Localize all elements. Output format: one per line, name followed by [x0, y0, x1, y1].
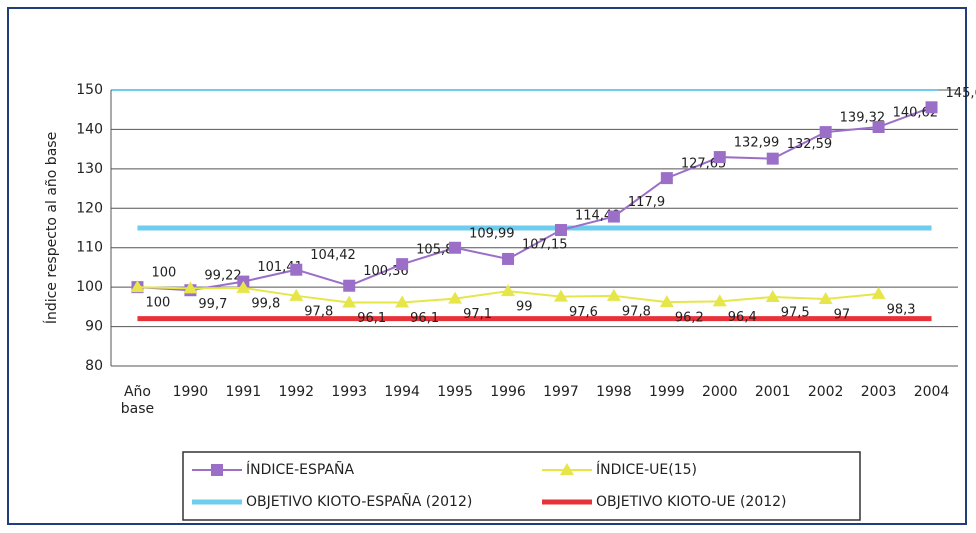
- legend-label: OBJETIVO KIOTO-UE (2012): [596, 494, 787, 510]
- marker: [554, 224, 567, 237]
- data-label: 99: [516, 300, 533, 315]
- marker: [289, 288, 304, 301]
- data-label: 132,59: [787, 137, 833, 152]
- marker: [660, 172, 673, 185]
- data-label: 117,9: [628, 195, 665, 210]
- series-line: [137, 106, 932, 292]
- legend-label: ÍNDICE-ESPAÑA: [246, 461, 355, 478]
- marker: [183, 281, 198, 294]
- x-tick-label: 2002: [807, 384, 844, 400]
- data-label: 99,7: [198, 297, 227, 312]
- data-label: 97,8: [304, 304, 333, 319]
- x-tick-label: 1991: [225, 384, 262, 400]
- marker: [606, 288, 621, 301]
- marker: [819, 126, 832, 139]
- marker: [395, 295, 410, 308]
- y-tick-label: 120: [76, 200, 103, 216]
- marker: [342, 295, 357, 308]
- marker: [872, 120, 885, 133]
- y-tick-label: 140: [76, 121, 103, 137]
- data-label: 97,5: [781, 306, 810, 321]
- x-tick-label: 1992: [278, 384, 315, 400]
- marker: [713, 151, 726, 164]
- x-tick-label: 1993: [331, 384, 368, 400]
- y-tick-label: 110: [76, 240, 103, 256]
- x-tick-label: 1995: [437, 384, 473, 400]
- data-label: 96,1: [410, 311, 439, 326]
- y-tick-label: 130: [76, 161, 103, 177]
- data-label: 107,15: [522, 237, 568, 252]
- x-tick-label: 1990: [172, 384, 209, 400]
- marker: [501, 284, 516, 297]
- y-tick-label: 100: [76, 279, 103, 295]
- marker: [712, 294, 727, 307]
- marker: [871, 286, 886, 299]
- data-label: 98,3: [887, 302, 916, 317]
- data-label: 99,8: [251, 296, 280, 311]
- marker: [449, 241, 462, 254]
- data-label: 97,8: [622, 304, 651, 319]
- marker: [765, 290, 780, 302]
- x-tick-label: 1996: [490, 384, 526, 400]
- legend-box: [182, 451, 861, 521]
- data-label: 132,99: [734, 136, 780, 151]
- x-tick-label: 1997: [543, 384, 579, 400]
- x-tick-label: Año base: [120, 384, 155, 417]
- data-label: 96,2: [675, 311, 704, 326]
- data-label: 96,1: [357, 311, 386, 326]
- marker: [236, 280, 251, 293]
- data-label: 97: [834, 307, 851, 322]
- x-tick-label: 2001: [754, 384, 791, 400]
- marker: [502, 252, 515, 265]
- legend-marker: [560, 463, 574, 475]
- y-axis-label: Índice respecto al año base: [43, 132, 60, 324]
- marker: [290, 263, 303, 276]
- marker: [130, 280, 145, 293]
- x-tick-label: 2003: [860, 384, 897, 400]
- x-tick-label: 1994: [384, 384, 420, 400]
- x-tick-label: 2004: [913, 384, 950, 400]
- frame: [7, 7, 967, 525]
- data-label: 96,4: [728, 310, 757, 325]
- marker: [818, 291, 833, 304]
- data-label: 97,1: [463, 307, 492, 322]
- x-tick-label: 1999: [649, 384, 685, 400]
- data-label: 100: [145, 296, 170, 311]
- data-label: 109,99: [469, 226, 515, 241]
- marker: [448, 291, 463, 304]
- x-tick-label: 1998: [596, 384, 632, 400]
- marker: [766, 152, 779, 165]
- y-tick-label: 150: [76, 82, 103, 98]
- marker: [925, 101, 938, 114]
- legend-marker: [211, 464, 223, 476]
- data-label: 100: [151, 266, 176, 281]
- x-tick-label: 2000: [701, 384, 738, 400]
- marker: [396, 258, 409, 271]
- legend-label: ÍNDICE-UE(15): [596, 461, 697, 478]
- marker: [659, 295, 674, 308]
- data-label: 99,22: [204, 269, 241, 284]
- data-label: 104,42: [310, 248, 356, 263]
- marker: [553, 289, 568, 302]
- data-label: 145,61: [946, 86, 976, 101]
- legend-label: OBJETIVO KIOTO-ESPAÑA (2012): [246, 493, 472, 510]
- marker: [607, 210, 620, 223]
- y-tick-label: 90: [85, 319, 103, 335]
- y-tick-label: 80: [85, 358, 103, 374]
- marker: [343, 279, 356, 292]
- data-label: 97,6: [569, 305, 598, 320]
